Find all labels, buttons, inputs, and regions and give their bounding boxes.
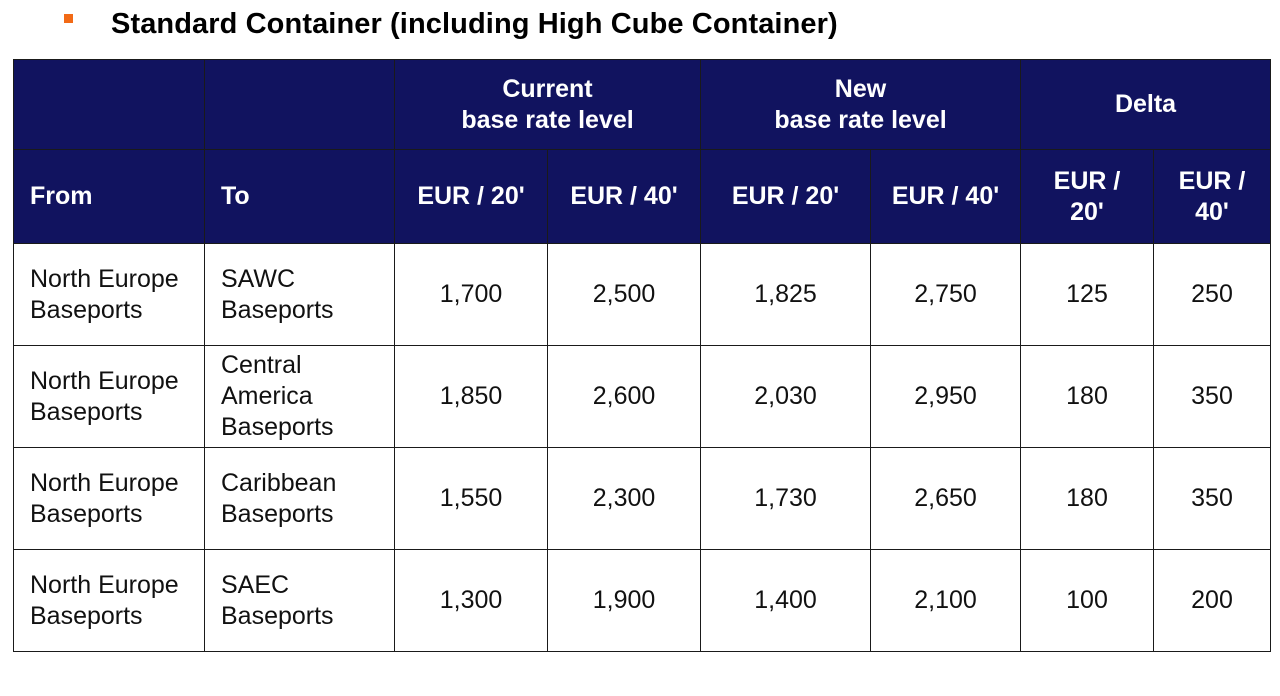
col-header-current-20: EUR / 20'	[394, 149, 548, 244]
cell-delta-20: 180	[1020, 345, 1154, 448]
cell-new-40: 2,750	[870, 243, 1021, 346]
cell-delta-40: 250	[1152, 243, 1272, 346]
cell-line: Baseports	[221, 295, 334, 324]
cell-from: North Europe Baseports	[13, 549, 205, 652]
col-header-current-40: EUR / 40'	[547, 149, 701, 244]
cell-line: Baseports	[30, 601, 143, 630]
cell-current-20: 1,850	[394, 345, 548, 448]
cell-current-40: 2,600	[547, 345, 701, 448]
cell-new-20: 1,730	[700, 447, 871, 550]
cell-to: Caribbean Baseports	[204, 447, 395, 550]
cell-line: North Europe	[30, 570, 179, 599]
group-header-delta: Delta	[1019, 59, 1272, 150]
col-header-line: 20'	[1070, 197, 1104, 226]
col-header-delta-40: EUR / 40'	[1152, 149, 1272, 244]
cell-line: SAWC	[221, 264, 296, 293]
cell-line: Central	[221, 351, 302, 379]
cell-delta-40: 350	[1152, 447, 1272, 550]
cell-current-20: 1,700	[394, 243, 548, 346]
empty-header-cell	[204, 59, 395, 150]
cell-line: America	[221, 382, 313, 410]
cell-line: North Europe	[30, 366, 179, 395]
cell-line: Baseports	[30, 295, 143, 324]
table-header: Current base rate level New base rate le…	[13, 59, 1272, 244]
cell-current-40: 2,500	[547, 243, 701, 346]
cell-from: North Europe Baseports	[13, 345, 205, 448]
rate-table: Current base rate level New base rate le…	[13, 59, 1272, 652]
group-header-line: New	[834, 74, 887, 103]
cell-to: SAEC Baseports	[204, 549, 395, 652]
cell-from: North Europe Baseports	[13, 243, 205, 346]
col-header-line: 40'	[1195, 197, 1229, 226]
cell-delta-20: 125	[1020, 243, 1154, 346]
cell-new-20: 1,400	[700, 549, 871, 652]
cell-current-20: 1,300	[394, 549, 548, 652]
cell-from: North Europe Baseports	[13, 447, 205, 550]
cell-delta-40: 350	[1152, 345, 1272, 448]
column-header-row: From To EUR / 20' EUR / 40' EUR / 20' EU…	[13, 149, 1272, 244]
group-header-line: Current	[502, 74, 593, 103]
section-heading: Standard Container (including High Cube …	[64, 4, 838, 44]
group-header-line: base rate level	[461, 105, 634, 134]
table-row: North Europe Baseports SAWC Baseports 1,70…	[13, 243, 1272, 346]
cell-delta-40: 200	[1152, 549, 1272, 652]
cell-line: North Europe	[30, 264, 179, 293]
col-header-line: EUR /	[1178, 166, 1246, 195]
cell-line: Caribbean	[221, 468, 337, 497]
cell-to: SAWC Baseports	[204, 243, 395, 346]
cell-to: Central America Baseports	[204, 345, 395, 448]
col-header-to: To	[204, 149, 395, 244]
col-header-from: From	[13, 149, 205, 244]
table-body: North Europe Baseports SAWC Baseports 1,70…	[13, 243, 1272, 652]
table-row: North Europe Baseports Central America Base…	[13, 345, 1272, 448]
cell-new-40: 2,100	[870, 549, 1021, 652]
cell-line: Baseports	[221, 413, 334, 441]
col-header-new-20: EUR / 20'	[700, 149, 871, 244]
cell-line: Baseports	[221, 601, 334, 630]
cell-delta-20: 180	[1020, 447, 1154, 550]
cell-current-20: 1,550	[394, 447, 548, 550]
cell-current-40: 2,300	[547, 447, 701, 550]
cell-new-20: 2,030	[700, 345, 871, 448]
group-header-current: Current base rate level	[394, 59, 701, 150]
table-row: North Europe Baseports SAEC Baseports 1,30…	[13, 549, 1272, 652]
cell-line: SAEC	[221, 570, 290, 599]
bullet-square-icon	[64, 13, 73, 23]
col-header-delta-20: EUR / 20'	[1020, 149, 1154, 244]
cell-line: Baseports	[30, 499, 143, 528]
cell-line: North Europe	[30, 468, 179, 497]
cell-new-20: 1,825	[700, 243, 871, 346]
col-header-new-40: EUR / 40'	[870, 149, 1021, 244]
empty-header-cell	[13, 59, 205, 150]
col-header-line: EUR /	[1053, 166, 1121, 195]
cell-line: Baseports	[221, 499, 334, 528]
table-row: North Europe Baseports Caribbean Baseports…	[13, 447, 1272, 550]
cell-current-40: 1,900	[547, 549, 701, 652]
cell-new-40: 2,650	[870, 447, 1021, 550]
cell-line: Baseports	[30, 397, 143, 426]
group-header-row: Current base rate level New base rate le…	[13, 59, 1272, 150]
section-title: Standard Container (including High Cube …	[111, 7, 838, 40]
group-header-line: base rate level	[774, 105, 947, 134]
group-header-new: New base rate level	[700, 59, 1021, 150]
cell-new-40: 2,950	[870, 345, 1021, 448]
cell-delta-20: 100	[1020, 549, 1154, 652]
